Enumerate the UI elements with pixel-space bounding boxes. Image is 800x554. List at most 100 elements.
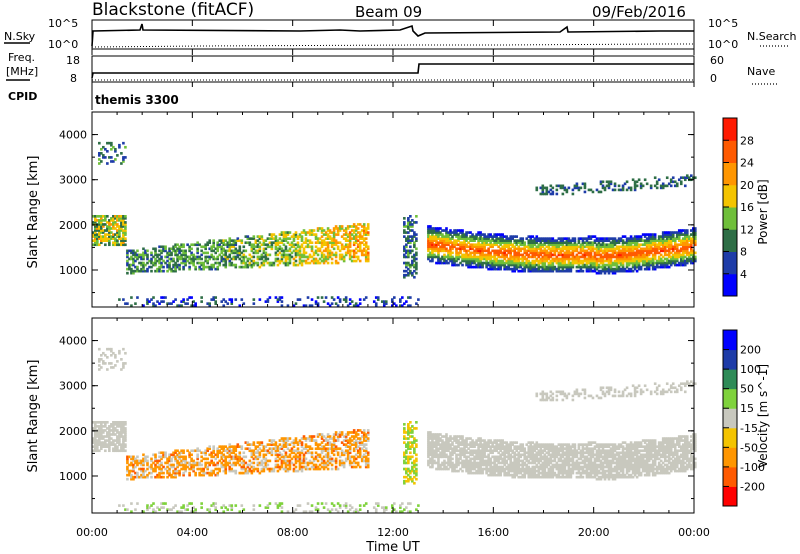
velocity-cell [358, 443, 362, 446]
power-cell [541, 267, 545, 271]
velocity-cell [330, 457, 334, 461]
power-cell [603, 186, 607, 190]
power-cell [531, 255, 535, 259]
power-cell [126, 251, 129, 255]
power-cell [477, 239, 480, 242]
power-cell [551, 247, 555, 251]
velocity-cell [182, 465, 185, 469]
power-cell [587, 269, 591, 273]
power-cell [409, 221, 412, 224]
velocity-cell [122, 447, 125, 451]
power-cell [651, 259, 655, 263]
velocity-cell [338, 435, 342, 438]
velocity-cell [126, 477, 129, 481]
power-cell [152, 302, 155, 305]
power-cell [639, 186, 643, 190]
power-cell [583, 265, 587, 269]
power-cell [531, 253, 535, 257]
power-cell [457, 235, 460, 238]
power-cell [112, 243, 115, 247]
power-cell [619, 255, 623, 259]
power-cell [316, 259, 320, 263]
power-cell [471, 233, 474, 236]
power-cell [531, 239, 535, 242]
velocity-cell [112, 423, 115, 426]
power-cell [322, 261, 326, 265]
velocity-cell [358, 449, 362, 453]
power-cell [96, 235, 99, 238]
power-cell [294, 231, 298, 234]
velocity-cell [106, 435, 109, 438]
power-cell [525, 237, 529, 240]
power-cell [284, 249, 288, 253]
power-cell [477, 255, 480, 259]
power-cell [310, 304, 314, 307]
velocity-cell [218, 467, 222, 471]
power-cell [557, 243, 561, 247]
velocity-cell [310, 451, 314, 455]
power-cell [649, 239, 653, 242]
power-cell [118, 227, 121, 230]
power-cell [228, 245, 232, 249]
velocity-cell [118, 449, 121, 453]
velocity-cell [324, 465, 328, 469]
power-cell [667, 247, 671, 251]
power-cell [539, 251, 543, 255]
power-cell [561, 255, 565, 259]
power-cell [326, 251, 330, 255]
power-cell [461, 263, 464, 267]
power-cell [593, 253, 597, 257]
power-cell [334, 261, 338, 265]
power-cell [382, 300, 386, 303]
power-cell [523, 263, 527, 267]
power-cell [629, 251, 633, 255]
power-cell [322, 243, 326, 247]
power-cell [533, 259, 537, 263]
power-cell [431, 251, 434, 255]
power-cell [581, 243, 585, 247]
power-cell [585, 241, 589, 245]
power-cell [258, 265, 262, 269]
power-cell [94, 235, 97, 238]
power-cell [501, 261, 504, 265]
power-cell [591, 257, 595, 261]
power-cell [625, 180, 629, 184]
velocity-cell [324, 439, 328, 442]
power-cell [302, 231, 306, 234]
power-cell [667, 233, 671, 236]
power-cell [643, 253, 647, 257]
power-cell [358, 249, 362, 253]
power-cell [591, 261, 595, 265]
velocity-cell [326, 451, 330, 455]
velocity-cell [308, 461, 312, 465]
power-cell [531, 241, 535, 245]
power-cell [348, 245, 352, 249]
power-cell [208, 304, 211, 307]
power-cell [597, 245, 601, 249]
power-cell [627, 253, 631, 257]
velocity-cell [336, 451, 340, 455]
power-cell [124, 214, 127, 218]
y-tick-label: 3000 [59, 174, 87, 187]
power-cell [445, 259, 448, 263]
velocity-cell [104, 423, 107, 426]
power-cell [661, 243, 665, 247]
velocity-cell [128, 469, 131, 473]
power-cell [499, 241, 502, 245]
power-cell [607, 257, 611, 261]
power-cell [481, 239, 484, 242]
power-cell [280, 259, 284, 263]
velocity-cell [236, 457, 240, 461]
power-cell [280, 249, 284, 253]
power-cell [409, 229, 412, 232]
power-cell [128, 263, 131, 267]
velocity-cell [332, 443, 336, 446]
velocity-cell [330, 449, 334, 453]
power-cell [469, 257, 472, 261]
power-cell [358, 233, 362, 236]
velocity-cell [118, 441, 121, 444]
power-cell [110, 237, 113, 240]
power-cell [539, 253, 543, 257]
power-cell [336, 227, 340, 230]
power-cell [663, 263, 667, 267]
